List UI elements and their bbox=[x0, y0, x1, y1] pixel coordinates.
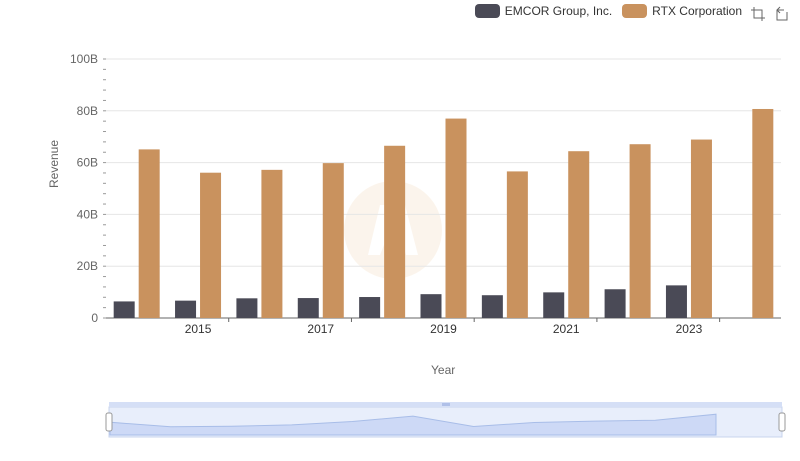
y-tick-label: 80B bbox=[77, 104, 98, 118]
bar-rtx-2014 bbox=[138, 149, 160, 318]
legend-label-emcor: EMCOR Group, Inc. bbox=[504, 4, 613, 18]
bar-emcor-2019 bbox=[420, 294, 442, 318]
bar-rtx-2019 bbox=[445, 118, 467, 318]
bar-rtx-2017 bbox=[322, 163, 344, 318]
legend-item-emcor[interactable]: EMCOR Group, Inc. bbox=[474, 4, 613, 18]
bar-rtx-2023 bbox=[690, 139, 712, 318]
y-tick-label: 100B bbox=[70, 52, 98, 66]
legend-swatch-emcor bbox=[474, 4, 500, 18]
bar-emcor-2017 bbox=[297, 298, 319, 318]
y-axis-title: Revenue bbox=[47, 139, 61, 188]
bar-rtx-2016 bbox=[261, 169, 283, 318]
zoom-icon[interactable] bbox=[750, 6, 766, 22]
chart-legend: EMCOR Group, Inc. RTX Corporation bbox=[474, 4, 742, 18]
bar-emcor-2018 bbox=[359, 297, 381, 318]
legend-swatch-rtx bbox=[622, 4, 648, 18]
zoom-handle-right[interactable] bbox=[778, 412, 786, 432]
y-tick-label: 0 bbox=[91, 311, 98, 325]
bar-emcor-2020 bbox=[481, 295, 503, 318]
zoom-handle-left[interactable] bbox=[105, 412, 113, 432]
legend-item-rtx[interactable]: RTX Corporation bbox=[622, 4, 742, 18]
x-tick-label: 2023 bbox=[676, 322, 703, 336]
bar-emcor-2015 bbox=[175, 300, 197, 318]
bar-rtx-2022 bbox=[629, 144, 651, 318]
y-tick-label: 60B bbox=[77, 156, 98, 170]
bar-emcor-2021 bbox=[543, 292, 565, 318]
bar-rtx-2021 bbox=[568, 151, 590, 318]
zoom-overview-area bbox=[109, 413, 717, 436]
bar-emcor-2023 bbox=[665, 285, 687, 318]
bar-rtx-2024 bbox=[752, 108, 774, 318]
bar-emcor-2016 bbox=[236, 298, 258, 318]
x-tick-label: 2015 bbox=[185, 322, 212, 336]
zoom-move-grip[interactable] bbox=[442, 403, 450, 406]
x-axis-title: Year bbox=[431, 363, 456, 377]
bar-emcor-2014 bbox=[113, 301, 135, 318]
bar-rtx-2015 bbox=[200, 172, 222, 318]
y-tick-label: 40B bbox=[77, 207, 98, 221]
data-zoom-slider[interactable] bbox=[105, 402, 786, 438]
bar-rtx-2020 bbox=[506, 171, 528, 318]
bar-emcor-2022 bbox=[604, 289, 626, 318]
legend-label-rtx: RTX Corporation bbox=[652, 4, 742, 18]
restore-icon[interactable] bbox=[774, 6, 790, 22]
x-tick-label: 2017 bbox=[307, 322, 334, 336]
y-tick-label: 20B bbox=[77, 259, 98, 273]
chart-toolbox bbox=[750, 6, 790, 22]
x-tick-label: 2019 bbox=[430, 322, 457, 336]
bar-rtx-2018 bbox=[384, 145, 406, 318]
x-tick-label: 2021 bbox=[553, 322, 580, 336]
